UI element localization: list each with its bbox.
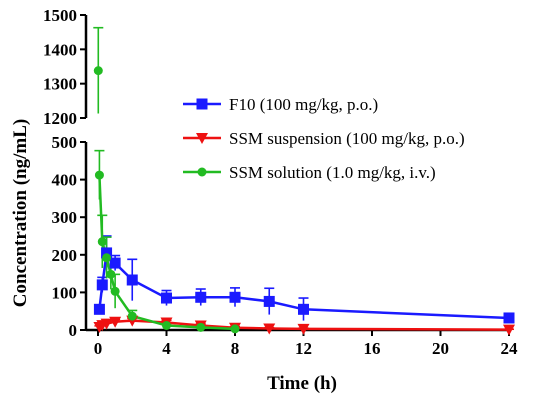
ssm-solution-line bbox=[98, 175, 236, 331]
f10-point bbox=[298, 303, 309, 315]
x-tick-label: 0 bbox=[94, 339, 103, 358]
ssm-solution-point bbox=[94, 170, 104, 180]
ssm-suspension-point bbox=[109, 316, 122, 328]
x-tick-label: 20 bbox=[432, 339, 449, 358]
ssm-solution-point bbox=[93, 66, 103, 76]
ssm-suspension-point bbox=[263, 323, 276, 335]
f10-point bbox=[93, 303, 105, 315]
y-tick-label: 400 bbox=[52, 171, 78, 190]
axes: 0 100 200 300 400 500 1200 1300 1400 1500 0 4 8 12 16 2… bbox=[43, 6, 518, 358]
y-tick-label: 100 bbox=[52, 283, 78, 302]
ssm-solution-point bbox=[230, 324, 240, 334]
f10-point bbox=[101, 247, 113, 259]
y-tick-label: 0 bbox=[69, 321, 78, 340]
legend: F10 (100 mg/kg, p.o.) SSM suspension (100… bbox=[183, 95, 465, 182]
ssm-solution-point bbox=[196, 322, 206, 332]
y-tick-label: 1200 bbox=[43, 109, 77, 128]
x-tick-label: 4 bbox=[162, 339, 171, 358]
legend-marker-ssm-solution bbox=[197, 167, 207, 177]
ssm-solution-point bbox=[127, 311, 137, 321]
ssm-solution-point bbox=[102, 253, 112, 263]
x-tick-label: 16 bbox=[364, 339, 381, 358]
legend-label-ssm-suspension: SSM suspension (100 mg/kg, p.o.) bbox=[229, 129, 465, 148]
y-tick-label: 1300 bbox=[43, 75, 77, 94]
f10-point bbox=[195, 291, 207, 303]
f10-point bbox=[161, 292, 172, 304]
ssm-solution-point bbox=[110, 286, 120, 296]
y-tick-label: 1400 bbox=[43, 40, 77, 59]
x-tick-label: 24 bbox=[501, 339, 519, 358]
y-tick-label: 500 bbox=[52, 133, 78, 152]
x-tick-label: 8 bbox=[231, 339, 240, 358]
f10-point bbox=[263, 295, 275, 307]
x-tick-label: 12 bbox=[295, 339, 312, 358]
ssm-solution-point bbox=[106, 269, 116, 279]
y-tick-label: 1500 bbox=[43, 6, 77, 25]
ssm-suspension-point bbox=[297, 323, 310, 335]
f10-point bbox=[126, 274, 138, 286]
f10-point bbox=[503, 312, 515, 324]
y-axis-title: Concentration (ng/mL) bbox=[10, 119, 31, 307]
legend-label-f10: F10 (100 mg/kg, p.o.) bbox=[229, 95, 378, 114]
ssm-suspension-point bbox=[503, 324, 515, 336]
markers bbox=[93, 66, 515, 336]
ssm-suspension-point bbox=[100, 318, 113, 330]
f10-point bbox=[229, 291, 241, 303]
y-tick-label: 300 bbox=[52, 208, 78, 227]
f10-point bbox=[109, 257, 121, 269]
y-tick-label: 200 bbox=[52, 246, 78, 265]
ssm-solution-point bbox=[162, 320, 171, 330]
legend-marker-f10 bbox=[196, 98, 208, 110]
f10-point bbox=[96, 279, 108, 291]
legend-label-ssm-solution: SSM solution (1.0 mg/kg, i.v.) bbox=[229, 163, 436, 182]
legend-marker-ssm-suspension bbox=[196, 133, 208, 144]
ssm-solution-point bbox=[97, 237, 107, 247]
x-axis-title: Time (h) bbox=[267, 373, 337, 394]
